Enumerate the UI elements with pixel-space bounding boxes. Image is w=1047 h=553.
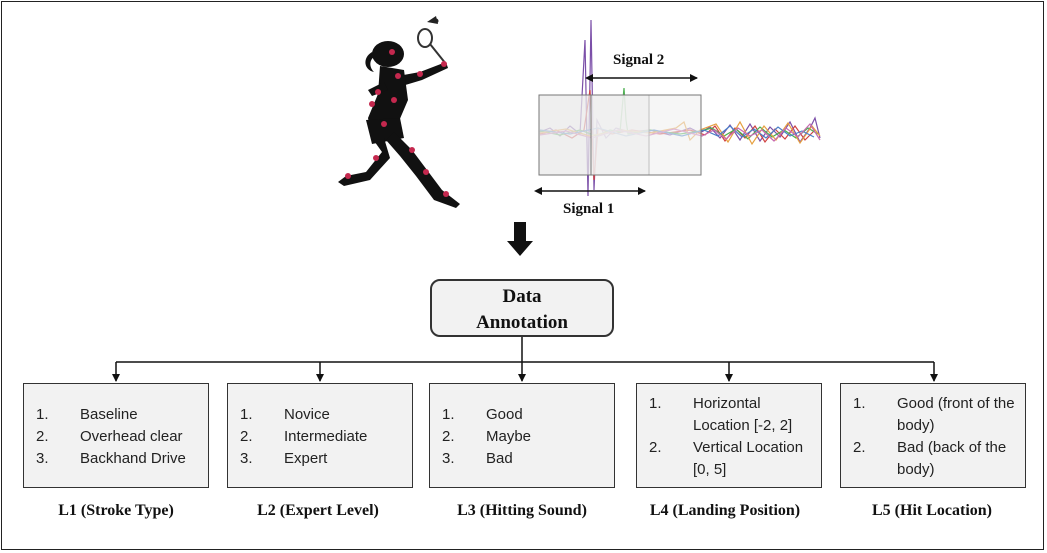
list-item: 2. Vertical Location [0, 5] bbox=[649, 439, 804, 478]
list-item: 1. Baseline bbox=[36, 406, 138, 423]
signal2-label: Signal 2 bbox=[613, 52, 665, 68]
joint-markers bbox=[345, 49, 449, 197]
caption-l2: L2 (Expert Level) bbox=[257, 502, 379, 519]
stroke-type-box: 1. Baseline 2. Overhead clear 3. Backhand D… bbox=[23, 383, 209, 488]
list-item: 1. Novice bbox=[240, 406, 330, 423]
signal1-label: Signal 1 bbox=[563, 201, 615, 217]
hitting-sound-box: 1. Good 2. Maybe 3. Bad bbox=[429, 383, 615, 488]
expert-level-box: 1. Novice 2. Intermediate 3. Expert bbox=[227, 383, 413, 488]
list-item: 1. Good (front of the body) bbox=[853, 395, 1015, 434]
list-item: 1. Good bbox=[442, 406, 523, 423]
list-item: 3. Expert bbox=[240, 450, 328, 467]
hit-location-box: 1. Good (front of the body) 2. Bad (back o… bbox=[840, 383, 1026, 488]
caption-l1: L1 (Stroke Type) bbox=[58, 502, 174, 519]
player-silhouette-icon bbox=[338, 28, 460, 208]
list-item: 2. Bad (back of the body) bbox=[853, 439, 1007, 478]
down-arrow-icon bbox=[507, 222, 533, 256]
annotation-line1: Data bbox=[502, 286, 542, 307]
list-item: 2. Overhead clear bbox=[36, 428, 183, 445]
list-item: 2. Intermediate bbox=[240, 428, 368, 445]
caption-l5: L5 (Hit Location) bbox=[872, 502, 992, 519]
landing-position-box: 1. Horizontal Location [-2, 2] 2. Vertical… bbox=[636, 383, 822, 488]
shuttlecock-icon bbox=[427, 16, 439, 24]
annotation-line2: Annotation bbox=[476, 312, 568, 333]
caption-l4: L4 (Landing Position) bbox=[649, 502, 801, 519]
list-item: 3. Backhand Drive bbox=[36, 450, 186, 467]
list-item: 3. Bad bbox=[442, 450, 513, 467]
list-item: 2. Maybe bbox=[442, 428, 532, 445]
caption-l3: L3 (Hitting Sound) bbox=[457, 502, 587, 519]
connector-lines bbox=[112, 337, 938, 382]
list-item: 1. Horizontal Location [-2, 2] bbox=[649, 395, 793, 434]
signal2-window bbox=[590, 94, 702, 176]
data-annotation-box: Data Annotation bbox=[430, 279, 614, 337]
